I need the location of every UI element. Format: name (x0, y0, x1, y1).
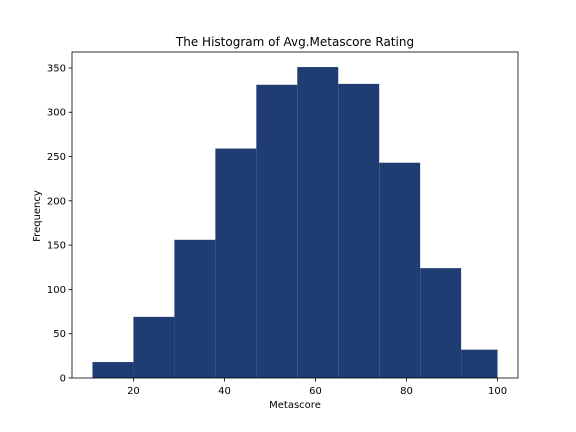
histogram-bar (420, 268, 462, 378)
x-tick-label: 80 (400, 386, 413, 397)
histogram-bar (461, 349, 498, 378)
plot-frame (71, 51, 519, 379)
bars-group (92, 67, 498, 379)
y-tick-label: 0 (60, 374, 66, 385)
histogram-bar (379, 162, 421, 378)
histogram-bar (256, 84, 298, 379)
histogram-bar (133, 316, 175, 378)
histogram-bar (215, 148, 257, 378)
y-tick-label: 350 (47, 63, 66, 74)
y-tick-label: 200 (47, 196, 66, 207)
x-tick-label: 40 (218, 386, 231, 397)
y-tick-label: 50 (53, 329, 66, 340)
x-tick-label: 60 (309, 386, 322, 397)
histogram-bar (174, 239, 216, 378)
x-ticks-group: 20 40 60 80 100 (127, 378, 507, 397)
x-axis-label: Metascore (269, 400, 321, 411)
y-tick-label: 250 (47, 152, 66, 163)
y-tick-label: 100 (47, 285, 66, 296)
y-tick-label: 300 (47, 108, 66, 119)
y-tick-label: 150 (47, 241, 66, 252)
histogram-bar (92, 362, 134, 378)
histogram-bar (297, 67, 339, 378)
x-tick-label: 100 (488, 386, 507, 397)
axes-group (71, 51, 519, 379)
y-axis-label: Frequency (32, 190, 43, 242)
x-tick-label: 20 (127, 386, 140, 397)
y-ticks-group: 0 50 100 150 200 250 300 350 (47, 63, 72, 385)
histogram-bar (338, 83, 380, 379)
chart-title: The Histogram of Avg.Metascore Rating (175, 35, 414, 49)
